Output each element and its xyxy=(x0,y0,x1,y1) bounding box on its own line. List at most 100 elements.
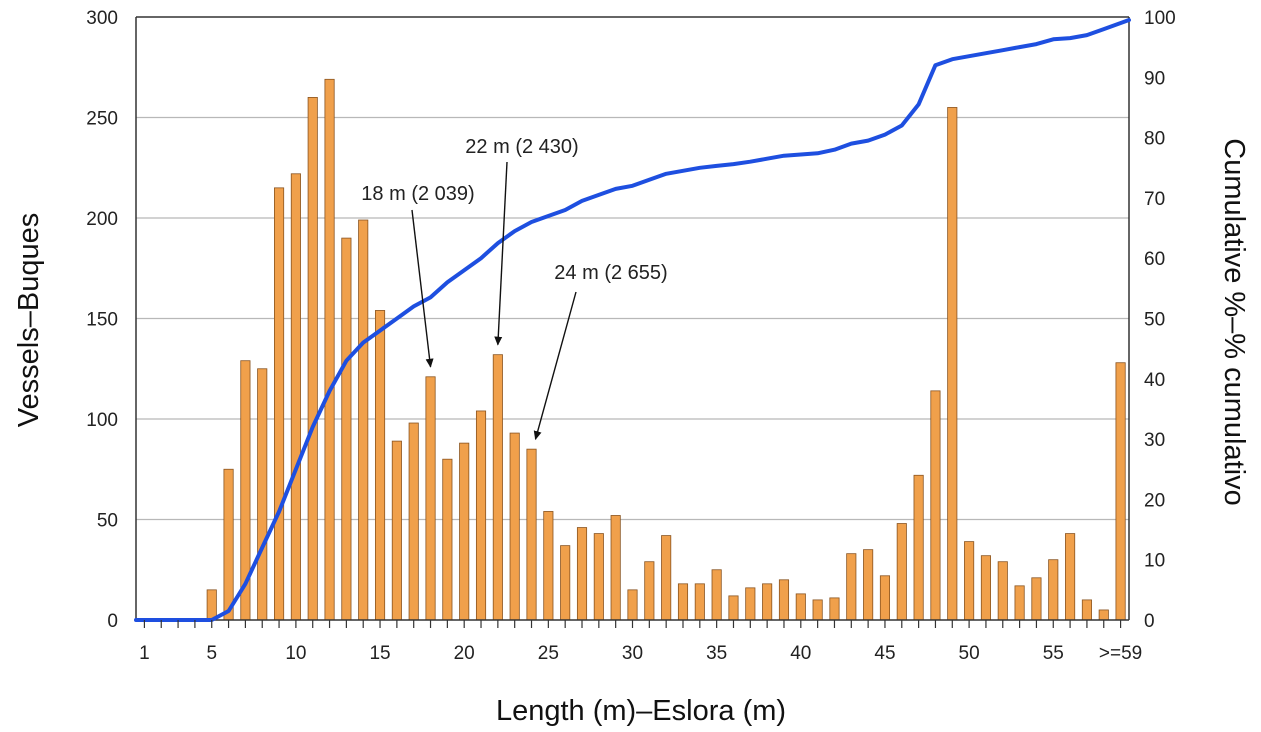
bar xyxy=(711,569,722,621)
bar xyxy=(947,107,958,621)
y-tick-label: 50 xyxy=(97,511,118,532)
bar xyxy=(677,583,689,621)
x-tick-label: 35 xyxy=(706,643,727,664)
bar xyxy=(492,354,503,621)
bar xyxy=(543,511,554,621)
y-axis-title: Vessels–Buques xyxy=(13,213,45,427)
gridlines xyxy=(136,116,1129,521)
bar xyxy=(846,553,857,621)
bar xyxy=(879,575,891,621)
cumulative-series-line xyxy=(134,18,1131,622)
bar xyxy=(593,533,604,621)
bar xyxy=(526,448,537,621)
x-tick-label: 20 xyxy=(454,643,475,664)
bar xyxy=(795,593,806,621)
bar xyxy=(274,187,285,621)
bar xyxy=(560,545,571,621)
x-tick-label: 50 xyxy=(959,643,980,664)
y2-axis-title: Cumulative %–% cumulativo xyxy=(1218,138,1250,505)
y2-tick-label: 90 xyxy=(1144,68,1165,89)
bar xyxy=(728,595,739,621)
bar xyxy=(341,237,352,621)
bar xyxy=(812,599,823,621)
bar xyxy=(257,368,268,621)
cumulative-line xyxy=(134,18,1131,622)
bar xyxy=(980,555,991,621)
bar xyxy=(374,310,386,621)
bar xyxy=(762,583,773,621)
bar xyxy=(644,561,655,621)
y2-tick-label: 100 xyxy=(1144,8,1176,29)
x-tick-label: 1 xyxy=(139,643,150,664)
y2-tick-label: 80 xyxy=(1144,129,1165,150)
x-tick-label: 30 xyxy=(622,643,643,664)
bar xyxy=(391,440,402,621)
bar xyxy=(661,535,672,621)
bar xyxy=(459,442,470,621)
bar xyxy=(610,515,621,621)
y2-tick-label: 40 xyxy=(1144,370,1165,391)
bar xyxy=(745,587,756,621)
bar xyxy=(1115,362,1126,621)
bar xyxy=(896,523,907,621)
y-tick-label: 250 xyxy=(86,109,118,130)
x-tick-label: 55 xyxy=(1043,643,1064,664)
y2-tick-label: 0 xyxy=(1144,611,1155,632)
y2-tick-label: 30 xyxy=(1144,430,1165,451)
bar xyxy=(1081,599,1092,621)
y-tick-label: 0 xyxy=(107,611,118,632)
annotation-label: 22 m (2 430) xyxy=(465,136,578,158)
y-tick-label: 300 xyxy=(86,8,118,29)
bar xyxy=(829,597,840,621)
bar xyxy=(1065,533,1076,621)
bar xyxy=(290,173,301,621)
bar xyxy=(694,583,705,621)
bar xyxy=(778,579,790,621)
bar xyxy=(475,410,487,621)
bar xyxy=(1098,609,1109,621)
y2-tick-label: 60 xyxy=(1144,249,1165,270)
x-tick-label: 15 xyxy=(369,643,390,664)
annotation-label: 18 m (2 039) xyxy=(361,183,474,205)
y2-tick-label: 70 xyxy=(1144,189,1165,210)
y2-tick-label: 50 xyxy=(1144,310,1165,331)
bar xyxy=(964,541,975,621)
bar xyxy=(627,589,638,621)
annotations: 18 m (2 039) 22 m (2 430) 24 m (2 655) xyxy=(361,136,668,441)
bar xyxy=(1031,577,1042,621)
annotation-arrow xyxy=(494,161,508,346)
x-tick-label: >=59 xyxy=(1099,643,1142,664)
annotation-label: 24 m (2 655) xyxy=(554,262,667,284)
bar xyxy=(425,376,436,621)
bar xyxy=(509,432,520,621)
bar xyxy=(442,458,453,621)
x-tick-label: 5 xyxy=(206,643,217,664)
annotation-arrow xyxy=(533,291,577,441)
x-tick-label: 10 xyxy=(285,643,306,664)
bar xyxy=(358,219,369,621)
y-tick-label: 150 xyxy=(86,310,118,331)
bar xyxy=(1014,585,1025,621)
y2-tick-label: 20 xyxy=(1144,490,1165,511)
x-tick-label: 25 xyxy=(538,643,559,664)
axis-ticks: 0501001502002503000102030405060708090100… xyxy=(86,8,1175,664)
bar xyxy=(913,474,924,621)
x-tick-label: 45 xyxy=(874,643,895,664)
x-tick-label: 40 xyxy=(790,643,811,664)
bar xyxy=(307,97,318,621)
bar xyxy=(997,561,1008,621)
annotation-arrow xyxy=(411,209,434,368)
y-tick-label: 200 xyxy=(86,209,118,230)
bar-series xyxy=(206,78,1126,621)
bar xyxy=(930,390,941,621)
bar xyxy=(408,422,419,621)
y2-tick-label: 10 xyxy=(1144,551,1165,572)
bar xyxy=(223,468,234,621)
bar xyxy=(206,589,217,621)
y-tick-label: 100 xyxy=(86,410,118,431)
bar xyxy=(576,527,588,621)
x-axis-title: Length (m)–Eslora (m) xyxy=(496,695,786,727)
bar xyxy=(863,549,874,621)
bar xyxy=(1048,559,1059,621)
